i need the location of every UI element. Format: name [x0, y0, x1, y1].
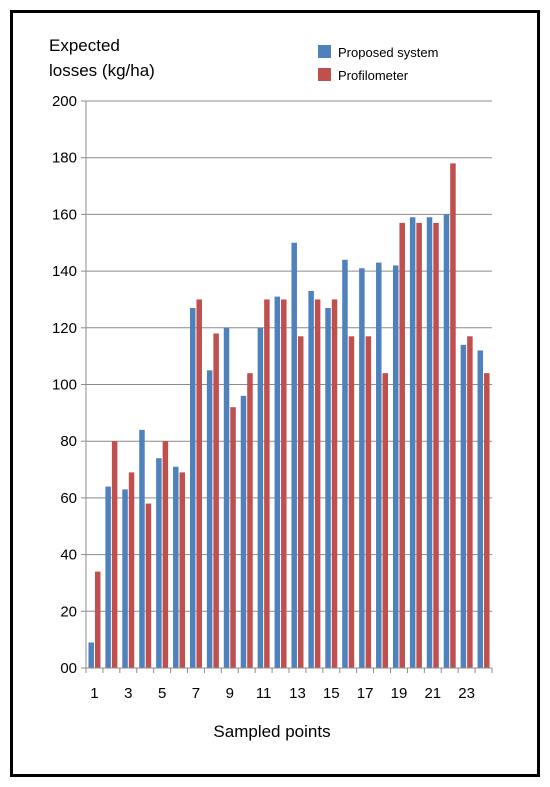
legend: Proposed system Profilometer: [318, 45, 438, 83]
bar-proposed-system-16: [342, 259, 348, 668]
legend-label-profilometer: Profilometer: [338, 68, 409, 83]
bar-profilometer-4: [145, 503, 152, 668]
bar-proposed-system-7: [189, 307, 196, 668]
bar-profilometer-20: [416, 222, 422, 668]
y-tick-labels: 00 20 40 60 80 100 120 140 160 180 200: [52, 93, 77, 677]
x-tick-label: 19: [391, 685, 408, 702]
bar-profilometer-5: [162, 441, 169, 668]
x-tick-labels: 1 3 5 7 9 11 13 15 17 19 21 23: [90, 685, 475, 702]
y-axis-label-line-2: losses (kg/ha): [49, 61, 155, 80]
bar-profilometer-2: [111, 441, 118, 668]
bar-profilometer-12: [281, 299, 287, 668]
bar-profilometer-1: [94, 571, 101, 668]
bar-proposed-system-23: [460, 344, 467, 668]
x-tick-label: 5: [158, 685, 166, 702]
bar-profilometer-10: [247, 373, 253, 668]
y-axis-label-line-1: Expected: [49, 36, 120, 55]
legend-swatch-proposed-system: [318, 45, 331, 58]
bar-proposed-system-5: [156, 458, 162, 668]
bar-profilometer-18: [382, 373, 389, 668]
bar-profilometer-11: [264, 299, 270, 668]
legend-swatch-profilometer: [318, 68, 331, 81]
x-tick-label: 3: [124, 685, 132, 702]
axes: [81, 100, 493, 673]
legend-label-proposed-system: Proposed system: [338, 45, 438, 60]
bar-proposed-system-4: [139, 429, 145, 668]
y-tick-label: 120: [52, 320, 77, 337]
y-tick-label: 180: [52, 150, 77, 167]
x-tick-label: 11: [256, 685, 272, 702]
x-tick-label: 17: [357, 685, 374, 702]
y-tick-label: 140: [52, 263, 77, 280]
gridlines: [86, 100, 492, 612]
y-tick-label: 00: [60, 660, 77, 677]
bar-proposed-system-21: [426, 217, 433, 669]
bar-profilometer-15: [331, 299, 338, 668]
x-tick-label: 15: [323, 685, 340, 702]
x-axis-label: Sampled points: [213, 722, 330, 741]
bar-profilometer-19: [399, 222, 405, 668]
bar-proposed-system-3: [122, 489, 128, 668]
bar-profilometer-21: [433, 222, 439, 668]
y-tick-label: 100: [52, 377, 77, 394]
bar-profilometer-17: [365, 336, 372, 668]
bar-proposed-system-10: [240, 395, 247, 668]
bar-proposed-system-14: [308, 290, 314, 668]
y-tick-label: 200: [52, 93, 77, 110]
bar-proposed-system-9: [223, 327, 230, 668]
y-tick-label: 160: [52, 206, 77, 223]
bar-profilometer-3: [128, 472, 135, 668]
bar-proposed-system-22: [443, 214, 450, 668]
bar-profilometer-9: [230, 407, 236, 668]
bar-profilometer-8: [213, 333, 219, 668]
bar-profilometer-14: [314, 299, 321, 668]
bar-proposed-system-1: [88, 642, 94, 668]
bar-proposed-system-12: [274, 296, 281, 668]
bar-proposed-system-11: [257, 327, 264, 668]
bar-proposed-system-6: [173, 466, 179, 668]
x-tick-label: 7: [192, 685, 200, 702]
x-tick-label: 21: [424, 685, 441, 702]
y-tick-label: 60: [60, 490, 77, 507]
bar-proposed-system-20: [409, 217, 416, 669]
bar-proposed-system-2: [105, 486, 111, 668]
bar-profilometer-16: [348, 336, 355, 668]
x-tick-label: 13: [289, 685, 306, 702]
chart-frame: 00 20 40 60 80 100 120 140 160 180 200 1 3 5 7 9 11 13 15…: [10, 10, 540, 777]
bar-proposed-system-15: [325, 307, 331, 668]
bar-profilometer-7: [196, 299, 202, 668]
bar-proposed-system-17: [359, 268, 365, 668]
bar-profilometer-23: [467, 336, 473, 668]
bar-profilometer-6: [179, 472, 186, 668]
bar-proposed-system-13: [291, 242, 297, 668]
y-tick-label: 40: [60, 547, 77, 564]
bar-proposed-system-19: [392, 265, 399, 668]
x-tick-label: 1: [90, 685, 98, 702]
y-tick-label: 20: [60, 603, 77, 620]
bar-proposed-system-24: [477, 350, 484, 668]
y-tick-label: 80: [60, 433, 77, 450]
x-tick-label: 9: [226, 685, 234, 702]
x-tick-label: 23: [458, 685, 475, 702]
bars: [88, 163, 490, 669]
bar-proposed-system-18: [376, 262, 382, 668]
bar-profilometer-13: [297, 336, 304, 668]
bar-profilometer-22: [450, 163, 456, 668]
bar-profilometer-24: [484, 373, 490, 668]
bar-proposed-system-8: [206, 370, 213, 668]
